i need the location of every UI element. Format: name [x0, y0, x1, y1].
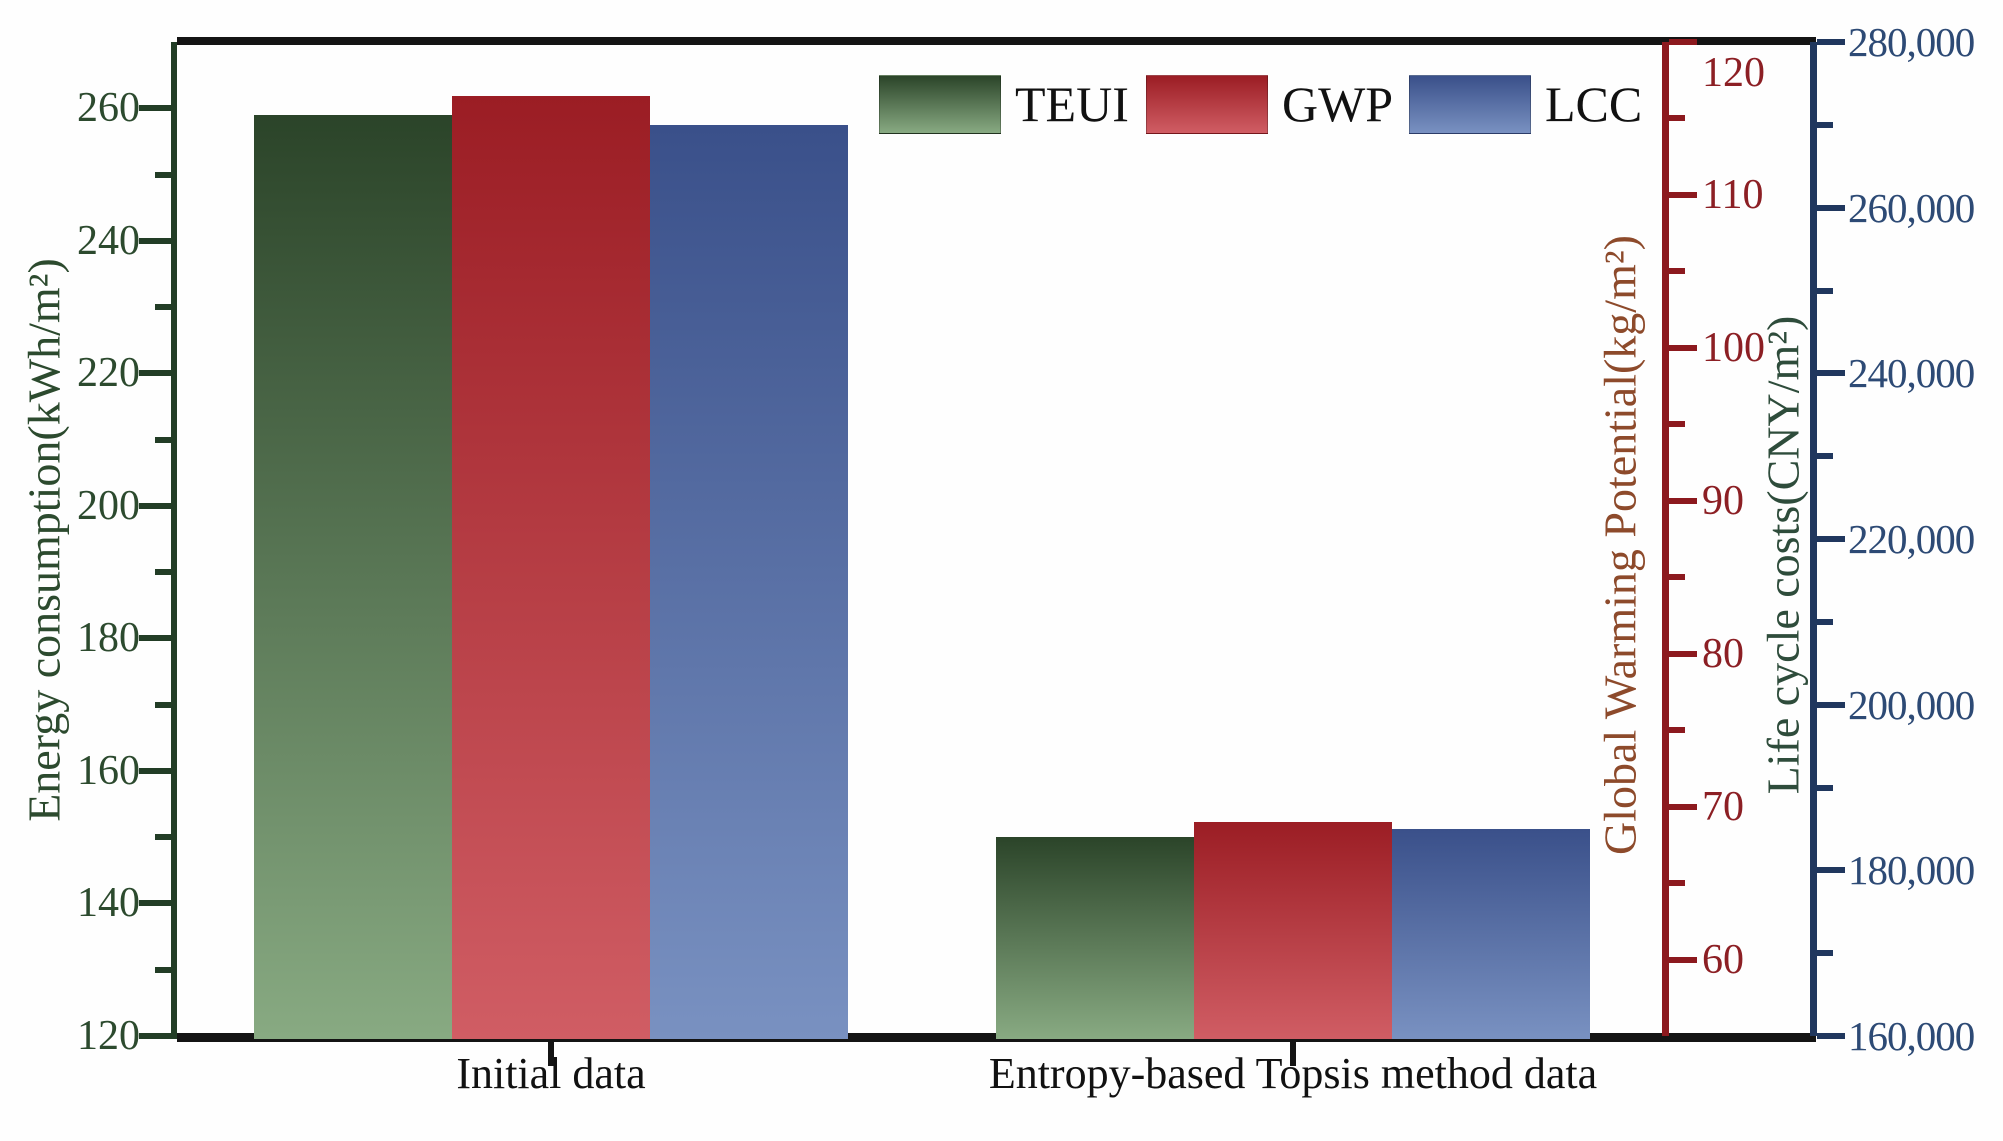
gwp-tick-label: 70	[1702, 783, 1744, 830]
gwp-minor-tick	[1669, 421, 1685, 428]
y-axis-title-global-warming-potential: Global Warming Potential(kg/m²)	[1594, 235, 1646, 855]
teui-major-tick	[139, 502, 177, 509]
lcc-tick-label: 220,000	[1848, 516, 1975, 562]
gwp-minor-tick	[1669, 880, 1685, 887]
teui-tick-label: 160	[77, 747, 140, 794]
lcc-tick-label: 280,000	[1848, 19, 1975, 65]
lcc-major-tick	[1817, 701, 1845, 708]
lcc-tick-label: 160,000	[1848, 1013, 1975, 1059]
gwp-major-tick	[1669, 956, 1697, 963]
teui-minor-tick	[155, 569, 177, 576]
legend-item-lcc: LCC	[1409, 75, 1642, 134]
lcc-major-tick	[1817, 370, 1845, 377]
gwp-minor-tick	[1669, 574, 1685, 581]
bar-gwp-topsis	[1193, 821, 1392, 1039]
gwp-major-tick	[1669, 191, 1697, 198]
gwp-minor-tick	[1669, 115, 1685, 122]
legend-label-teui: TEUI	[1015, 76, 1129, 132]
gwp-tick-label: 90	[1702, 477, 1744, 524]
teui-minor-tick	[155, 171, 177, 178]
bar-lcc-topsis	[1391, 828, 1590, 1039]
teui-major-tick	[139, 370, 177, 377]
teui-tick-label: 220	[77, 350, 140, 397]
teui-minor-tick	[155, 701, 177, 708]
lcc-major-tick	[1817, 536, 1845, 542]
bar-gwp-initial	[452, 95, 651, 1039]
gwp-major-tick	[1669, 650, 1697, 657]
gwp-minor-tick	[1669, 268, 1685, 275]
gwp-tick-label: 80	[1702, 630, 1744, 677]
teui-tick-label: 200	[77, 482, 140, 529]
legend-label-gwp: GWP	[1282, 76, 1394, 132]
legend-item-teui: TEUI	[879, 75, 1129, 134]
lcc-major-tick	[1817, 1033, 1845, 1039]
lcc-tick-label: 260,000	[1848, 184, 1975, 231]
teui-axis-line	[171, 42, 177, 1036]
plot-frame-top-line	[177, 37, 1816, 45]
teui-tick-label: 180	[77, 615, 140, 662]
legend-label-lcc: LCC	[1545, 76, 1643, 132]
teui-minor-tick	[155, 436, 177, 443]
bar-teui-topsis	[995, 837, 1194, 1039]
bar-lcc-initial	[650, 124, 849, 1039]
lcc-minor-tick	[1817, 287, 1833, 294]
gwp-tick-label: 120	[1702, 50, 1765, 96]
lcc-major-tick	[1817, 39, 1845, 45]
lcc-minor-tick	[1817, 784, 1833, 791]
bar-teui-initial	[254, 114, 453, 1039]
lcc-major-tick	[1817, 204, 1845, 211]
y-axis-title-life-cycle-costs: Life cycle costs(CNY/m²)	[1757, 315, 1809, 795]
teui-major-tick	[139, 237, 177, 244]
lcc-tick-label: 200,000	[1848, 681, 1975, 728]
gwp-axis-line	[1662, 42, 1669, 1036]
gwp-major-tick	[1669, 803, 1697, 810]
lcc-tick-label: 240,000	[1848, 350, 1975, 397]
teui-minor-tick	[155, 834, 177, 841]
legend-item-gwp: GWP	[1146, 75, 1393, 134]
lcc-minor-tick	[1817, 453, 1833, 460]
gwp-major-tick	[1669, 344, 1697, 351]
lcc-major-tick	[1817, 867, 1845, 874]
lcc-axis-line	[1810, 42, 1817, 1036]
lcc-minor-tick	[1817, 618, 1833, 625]
teui-major-tick	[139, 635, 177, 642]
lcc-minor-tick	[1817, 121, 1833, 128]
gwp-tick-label: 110	[1702, 171, 1764, 218]
lcc-tick-label: 180,000	[1848, 847, 1975, 894]
teui-tick-label: 240	[77, 217, 140, 264]
teui-major-tick	[139, 105, 177, 112]
x-category-tick	[548, 1042, 555, 1066]
legend-swatch-teui	[879, 75, 1001, 134]
lcc-minor-tick	[1817, 950, 1833, 957]
teui-tick-label: 120	[77, 1013, 140, 1059]
y-axis-title-energy-consumption: Energy consumption(kWh/m²)	[18, 258, 70, 822]
teui-major-tick	[139, 767, 177, 774]
x-category-tick	[1289, 1042, 1296, 1066]
teui-minor-tick	[155, 966, 177, 973]
gwp-major-tick	[1669, 39, 1697, 45]
teui-minor-tick	[155, 304, 177, 311]
teui-major-tick	[139, 900, 177, 907]
gwp-major-tick	[1669, 497, 1697, 504]
teui-tick-label: 140	[77, 880, 140, 927]
legend-swatch-lcc	[1409, 75, 1531, 134]
legend-swatch-gwp	[1146, 75, 1268, 134]
gwp-tick-label: 100	[1702, 324, 1765, 371]
gwp-tick-label: 60	[1702, 936, 1744, 983]
teui-major-tick	[139, 1033, 177, 1039]
gwp-minor-tick	[1669, 727, 1685, 734]
teui-tick-label: 260	[77, 85, 140, 132]
